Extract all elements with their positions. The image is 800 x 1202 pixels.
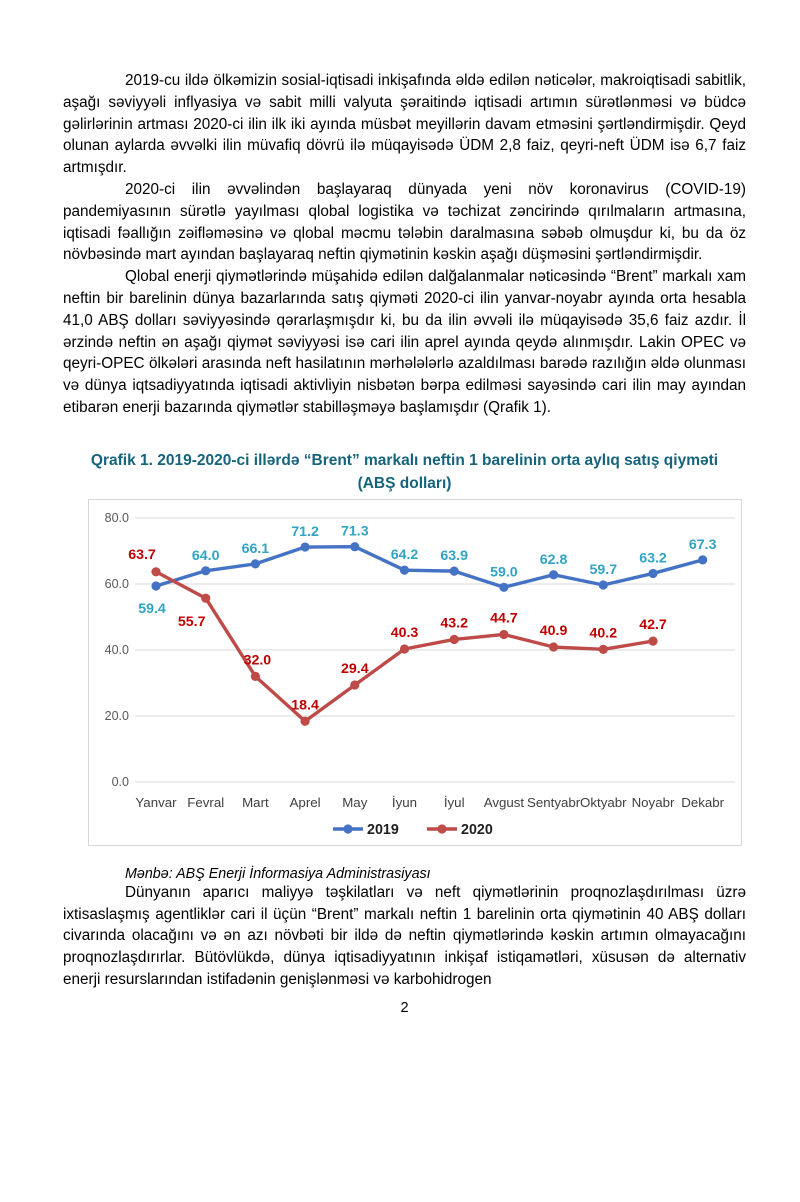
svg-text:59.4: 59.4 — [138, 601, 166, 617]
svg-text:40.9: 40.9 — [540, 623, 568, 639]
svg-text:Fevral: Fevral — [187, 795, 224, 810]
body-paragraph: Dünyanın aparıcı maliyyə təşkilatları və… — [63, 883, 746, 988]
svg-text:32.0: 32.0 — [244, 652, 272, 668]
body-paragraph: 2020-ci ilin əvvəlindən başlayaraq dünya… — [63, 180, 746, 264]
svg-text:İyun: İyun — [392, 795, 417, 810]
svg-text:44.7: 44.7 — [490, 610, 518, 626]
svg-text:20.0: 20.0 — [105, 709, 129, 723]
svg-text:29.4: 29.4 — [341, 661, 369, 677]
svg-text:Dekabr: Dekabr — [681, 795, 724, 810]
svg-text:40.3: 40.3 — [391, 625, 419, 641]
brent-price-chart: 0.0 20.0 40.0 60.0 80.0 Yanvar Fevral Mart Aprel… — [88, 498, 742, 846]
chart-title: Qrafik 1. 2019-2020-ci illərdə “Brent” m… — [63, 449, 746, 495]
svg-text:62.8: 62.8 — [540, 552, 568, 568]
svg-text:63.7: 63.7 — [128, 547, 156, 563]
chart-legend: 2019 2020 — [333, 822, 493, 838]
svg-text:63.2: 63.2 — [639, 550, 667, 566]
svg-text:63.9: 63.9 — [440, 548, 468, 564]
body-paragraph: Qlobal enerji qiymətlərində müşahidə edi… — [63, 268, 746, 416]
svg-text:71.3: 71.3 — [341, 523, 369, 539]
svg-text:60.0: 60.0 — [105, 577, 129, 591]
svg-text:64.0: 64.0 — [192, 548, 220, 564]
svg-text:İyul: İyul — [444, 795, 465, 810]
svg-text:64.2: 64.2 — [391, 547, 419, 563]
svg-text:66.1: 66.1 — [242, 541, 270, 557]
svg-text:Yanvar: Yanvar — [135, 795, 177, 810]
chart-title-line2: (ABŞ dolları) — [357, 474, 452, 492]
svg-text:40.0: 40.0 — [105, 643, 129, 657]
chart-x-axis-labels: Yanvar Fevral Mart Aprel May İyun İyul Avgust Se… — [135, 795, 724, 810]
svg-text:67.3: 67.3 — [689, 537, 717, 553]
svg-text:Mart: Mart — [242, 795, 269, 810]
svg-text:42.7: 42.7 — [639, 617, 667, 633]
page-number: 2 — [400, 999, 409, 1016]
chart-title-line1: Qrafik 1. 2019-2020-ci illərdə “Brent” m… — [90, 451, 719, 469]
body-paragraph: 2019-cu ildə ölkəmizin sosial-iqtisadi i… — [63, 72, 746, 177]
svg-text:Aprel: Aprel — [290, 795, 321, 810]
chart-y-axis-labels: 0.0 20.0 40.0 60.0 80.0 — [105, 511, 129, 789]
svg-text:2020: 2020 — [461, 822, 493, 838]
svg-text:2019: 2019 — [367, 822, 399, 838]
chart-data-labels-2020: 63.7 55.7 32.0 18.4 29.4 40.3 43.2 44.7 40.9 40.2… — [128, 547, 667, 713]
svg-text:0.0: 0.0 — [112, 775, 129, 789]
chart-data-labels-2019: 59.4 64.0 66.1 71.2 71.3 64.2 63.9 59.0 62.8 59.7… — [138, 523, 716, 616]
svg-text:40.2: 40.2 — [589, 625, 617, 641]
svg-text:Sentyabr: Sentyabr — [527, 795, 581, 810]
svg-text:55.7: 55.7 — [178, 614, 206, 630]
svg-text:59.0: 59.0 — [490, 564, 518, 580]
chart-gridlines — [135, 517, 735, 783]
svg-text:80.0: 80.0 — [105, 511, 129, 525]
svg-text:43.2: 43.2 — [440, 615, 468, 631]
svg-text:May: May — [342, 795, 367, 810]
document-page: 2019-cu ildə ölkəmizin sosial-iqtisadi i… — [63, 70, 746, 1016]
svg-text:59.7: 59.7 — [589, 562, 617, 578]
chart-series-2019 — [151, 541, 708, 592]
svg-text:71.2: 71.2 — [291, 524, 319, 540]
source-note: Mənbə: ABŞ Enerji İnformasiya Administra… — [125, 865, 431, 882]
chart-series-2020 — [151, 566, 658, 726]
svg-text:18.4: 18.4 — [291, 697, 319, 713]
line-chart-canvas: 0.0 20.0 40.0 60.0 80.0 Yanvar Fevral Mart Aprel… — [105, 511, 735, 838]
svg-text:Oktyabr: Oktyabr — [580, 795, 627, 810]
svg-text:Noyabr: Noyabr — [632, 795, 675, 810]
svg-text:Avgust: Avgust — [484, 795, 525, 810]
